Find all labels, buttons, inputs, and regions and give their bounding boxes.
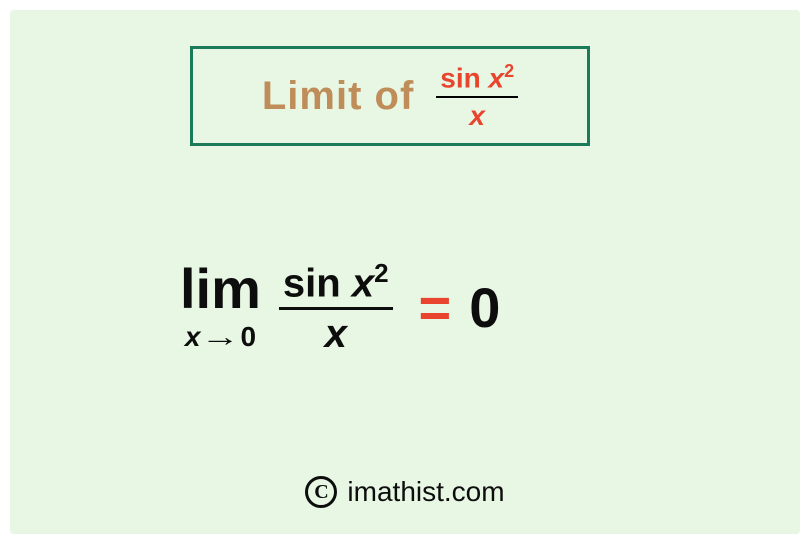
numerator-var: x bbox=[352, 261, 374, 305]
footer: C imathist.com bbox=[10, 476, 800, 508]
title-fraction-numerator: sin x2 bbox=[436, 62, 518, 96]
arrow-icon: → bbox=[201, 321, 240, 353]
result-value: 0 bbox=[469, 275, 500, 340]
main-equation: lim x→0 sin x2 x = 0 bbox=[180, 260, 500, 354]
title-fraction: sin x2 x bbox=[436, 62, 518, 131]
numerator-fn: sin bbox=[440, 62, 488, 93]
approach-target: 0 bbox=[240, 321, 256, 352]
main-fraction-denominator: x bbox=[321, 310, 351, 354]
numerator-fn: sin bbox=[283, 261, 352, 305]
title-label: Limit of bbox=[262, 74, 414, 119]
copyright-icon: C bbox=[305, 476, 337, 508]
diagram-canvas: Limit of sin x2 x lim x→0 sin x2 x = 0 C bbox=[10, 10, 800, 534]
lim-label: lim bbox=[180, 261, 261, 317]
equals-sign: = bbox=[419, 275, 452, 340]
approach-var: x bbox=[185, 321, 201, 352]
numerator-var: x bbox=[489, 62, 505, 93]
main-fraction-numerator: sin x2 bbox=[279, 260, 393, 307]
numerator-sup: 2 bbox=[504, 61, 514, 81]
title-box: Limit of sin x2 x bbox=[190, 46, 590, 146]
numerator-sup: 2 bbox=[374, 258, 388, 288]
site-label: imathist.com bbox=[347, 476, 504, 508]
main-fraction: sin x2 x bbox=[279, 260, 393, 354]
limit-operator: lim x→0 bbox=[180, 261, 261, 353]
approach-expr: x→0 bbox=[185, 321, 256, 353]
title-fraction-denominator: x bbox=[465, 98, 489, 130]
